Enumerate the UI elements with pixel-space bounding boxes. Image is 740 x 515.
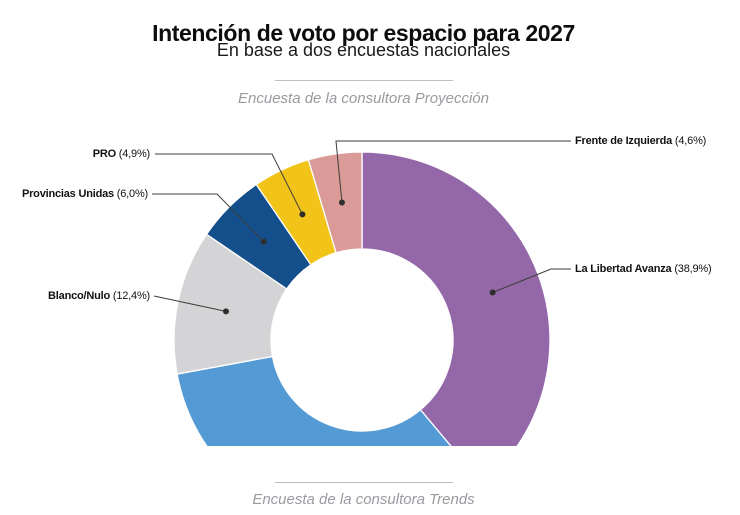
segment-percent: (38,9%)	[674, 263, 712, 275]
page-subtitle: En base a dos encuestas nacionales	[216, 40, 511, 60]
callout-line-la-libertad-avanza	[492, 268, 571, 293]
callout-dot-provincias-unidas	[260, 238, 267, 245]
callout-dot-blanco-nulo	[222, 308, 229, 315]
page-title: Intención de voto por espacio para 2027	[152, 20, 575, 47]
segment-percent: (6,0%)	[116, 188, 148, 200]
segment-percent: (12,4%)	[112, 290, 150, 302]
segment-name: PRO	[92, 148, 116, 160]
callout-dot-frente-de-izquierda	[338, 199, 345, 206]
segment-name: Blanco/Nulo	[48, 290, 111, 302]
donut-segment-unlabeled-2	[176, 355, 452, 446]
callout-line-provincias-unidas	[152, 193, 265, 243]
segment-name: Frente de Izquierda	[575, 135, 673, 147]
divider-bottom	[275, 482, 453, 483]
segment-name: Provincias Unidas	[21, 188, 114, 200]
callout-label-frente-de-izquierda: Frente de Izquierda (4,6%)	[575, 133, 706, 149]
survey-caption-trends: Encuesta de la consultora Trends	[252, 491, 475, 508]
segment-percent: (4,9%)	[118, 148, 150, 160]
callout-label-pro: PRO (4,9%)	[92, 146, 151, 162]
divider-top	[275, 80, 453, 81]
segment-percent: (4,6%)	[674, 135, 707, 147]
callout-dot-la-libertad-avanza	[489, 289, 496, 296]
callout-label-la-libertad-avanza: La Libertad Avanza (38,9%)	[575, 261, 712, 277]
callout-line-pro	[155, 153, 303, 215]
donut-segment-frente-de-izquierda	[307, 151, 363, 254]
callout-dot-pro	[299, 211, 306, 218]
callout-line-blanco-nulo	[153, 295, 227, 312]
donut-chart	[152, 140, 571, 446]
callout-label-provincias-unidas: Provincias Unidas (6,0%)	[22, 186, 148, 202]
callout-line-frente-de-izquierda	[335, 140, 571, 203]
segment-name: La Libertad Avanza	[575, 263, 672, 275]
callout-label-blanco-nulo: Blanco/Nulo (12,4%)	[48, 288, 150, 304]
survey-caption-proyeccion: Encuesta de la consultora Proyección	[238, 90, 489, 107]
donut-segment-la-libertad-avanza	[361, 151, 551, 446]
